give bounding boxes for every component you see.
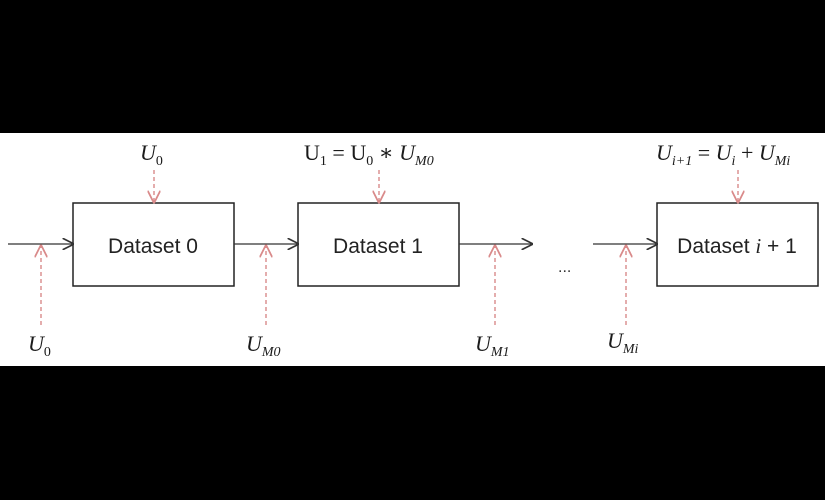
top-label-u0: U0 <box>140 140 163 169</box>
dataset-i-plus-1-label: Dataset i + 1 <box>677 234 797 258</box>
dataset-i-plus-1-box <box>656 202 819 287</box>
bottom-label-u0: U0 <box>28 331 51 360</box>
continuation-ellipsis: ... <box>558 259 571 276</box>
top-label-u1-formula: U1 = U0 ∗ UM0 <box>304 140 434 169</box>
dataset-0-box <box>72 202 235 287</box>
top-label-ui1-formula: Ui+1 = Ui + UMi <box>656 140 790 169</box>
bottom-label-umi: UMi <box>607 328 639 357</box>
dataset-1-label: Dataset 1 <box>333 235 423 258</box>
bottom-label-um1: UM1 <box>475 331 510 360</box>
bottom-label-um0: UM0 <box>246 331 281 360</box>
dataset-0-label: Dataset 0 <box>108 235 198 258</box>
